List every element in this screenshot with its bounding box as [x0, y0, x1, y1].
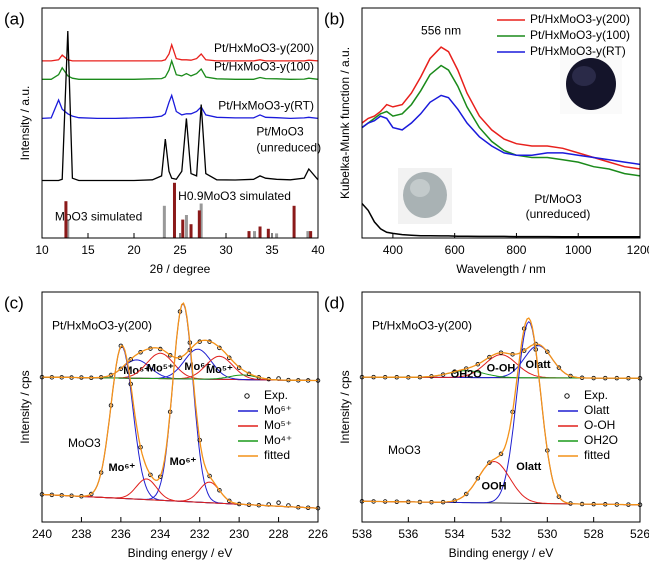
photo-reduced	[560, 52, 622, 114]
series-label: Pt/HxMoO3-y(RT)	[218, 99, 314, 113]
x-tick-label: 534	[445, 527, 465, 541]
x-tick-label: 1000	[565, 243, 592, 257]
x-tick-label: 10	[35, 243, 49, 257]
powder-highlight	[410, 179, 430, 197]
component-label: Mo⁵⁺	[147, 362, 174, 374]
x-tick-label: 240	[32, 527, 52, 541]
spectrum-label: MoO3	[68, 436, 101, 450]
x-tick-label: 532	[491, 527, 511, 541]
legend-label: Exp.	[584, 388, 608, 402]
x-tick-label: 526	[630, 527, 649, 541]
stick	[275, 233, 278, 238]
series-note: (unreduced)	[256, 141, 321, 155]
component-label: Mo⁵⁺	[206, 364, 233, 376]
x-axis-label: Binding energy / eV	[128, 546, 233, 560]
series-label: Pt/MoO3	[534, 192, 582, 206]
panel-label: (d)	[324, 293, 345, 312]
x-tick-label: 528	[584, 527, 604, 541]
spectrum-label: Pt/HxMoO3-y(200)	[372, 319, 472, 333]
stick	[309, 231, 312, 238]
legend-label: Mo⁶⁺	[264, 403, 292, 417]
panel-label: (a)	[4, 9, 25, 28]
series-label: Pt/HxMoO3-y(100)	[214, 59, 314, 73]
stick	[185, 215, 188, 238]
stick	[163, 206, 166, 238]
x-tick-label: 232	[190, 527, 210, 541]
x-tick-label: 530	[537, 527, 557, 541]
x-tick-label: 20	[127, 243, 141, 257]
y-axis-label: Kubelka-Munk function / a.u.	[338, 47, 352, 199]
x-axis-label: Wavelength / nm	[456, 262, 546, 276]
x-tick-label: 226	[308, 527, 328, 541]
x-tick-label: 538	[352, 527, 372, 541]
series-label: Pt/MoO3	[256, 125, 304, 139]
x-tick-label: 234	[150, 527, 170, 541]
component-label: Mo⁶⁺	[108, 462, 135, 474]
x-tick-label: 15	[81, 243, 95, 257]
stick	[293, 206, 296, 238]
x-tick-label: 228	[269, 527, 289, 541]
peak-label: 556 nm	[421, 23, 461, 37]
stick	[64, 201, 67, 238]
stick	[173, 183, 176, 238]
powder-highlight	[572, 66, 596, 86]
stick	[259, 227, 262, 239]
background	[0, 0, 649, 564]
x-axis-label: 2θ / degree	[150, 262, 211, 276]
x-tick-label: 400	[383, 243, 403, 257]
component-label: O-OH	[487, 362, 516, 374]
y-axis-label: Intensity / cps	[338, 370, 352, 443]
legend-label: O-OH	[584, 418, 615, 432]
stick	[306, 231, 309, 238]
stick-label: H0.9MoO3 simulated	[178, 189, 291, 203]
legend-label: fitted	[264, 448, 290, 462]
legend-label: fitted	[584, 448, 610, 462]
x-tick-label: 30	[219, 243, 233, 257]
photo-unreduced	[398, 168, 452, 224]
x-tick-label: 236	[111, 527, 131, 541]
x-tick-label: 25	[173, 243, 187, 257]
legend-label: Mo⁴⁺	[264, 433, 292, 447]
legend-label: Pt/HxMoO3-y(RT)	[530, 44, 626, 58]
component-label: Olatt	[516, 461, 541, 473]
series-label: Pt/HxMoO3-y(200)	[214, 41, 314, 55]
x-tick-label: 40	[311, 243, 325, 257]
x-tick-label: 230	[229, 527, 249, 541]
x-tick-label: 536	[398, 527, 418, 541]
series-note: (unreduced)	[526, 207, 591, 221]
component-label: OOH	[482, 480, 507, 492]
x-tick-label: 1200	[627, 243, 649, 257]
stick	[181, 220, 184, 238]
spectrum-label: Pt/HxMoO3-y(200)	[52, 319, 152, 333]
stick	[267, 229, 270, 238]
legend-label: Pt/HxMoO3-y(200)	[530, 12, 630, 26]
y-axis-label: Intensity / cps	[18, 370, 32, 443]
panel-label: (c)	[4, 293, 24, 312]
component-label: Mo⁶⁺	[170, 456, 197, 468]
panel-label: (b)	[324, 9, 345, 28]
x-tick-label: 600	[445, 243, 465, 257]
stick	[190, 224, 193, 238]
y-axis-label: Intensity / a.u.	[18, 86, 32, 161]
legend-label: OH2O	[584, 433, 618, 447]
figure: MoO3 simulated H0.9MoO3 simulated Pt/HxMoO…	[0, 0, 649, 564]
spectrum-label: MoO3	[388, 443, 421, 457]
x-axis-label: Binding energy / eV	[449, 546, 554, 560]
stick	[198, 210, 201, 238]
x-tick-label: 35	[265, 243, 279, 257]
stick	[253, 231, 256, 238]
stick	[248, 231, 251, 238]
legend-label: Mo⁵⁺	[264, 418, 292, 432]
legend-label: Exp.	[264, 388, 288, 402]
stick-label: MoO3 simulated	[55, 209, 142, 223]
legend-label: Pt/HxMoO3-y(100)	[530, 28, 630, 42]
x-tick-label: 800	[506, 243, 526, 257]
legend-label: Olatt	[584, 403, 610, 417]
x-tick-label: 238	[71, 527, 91, 541]
